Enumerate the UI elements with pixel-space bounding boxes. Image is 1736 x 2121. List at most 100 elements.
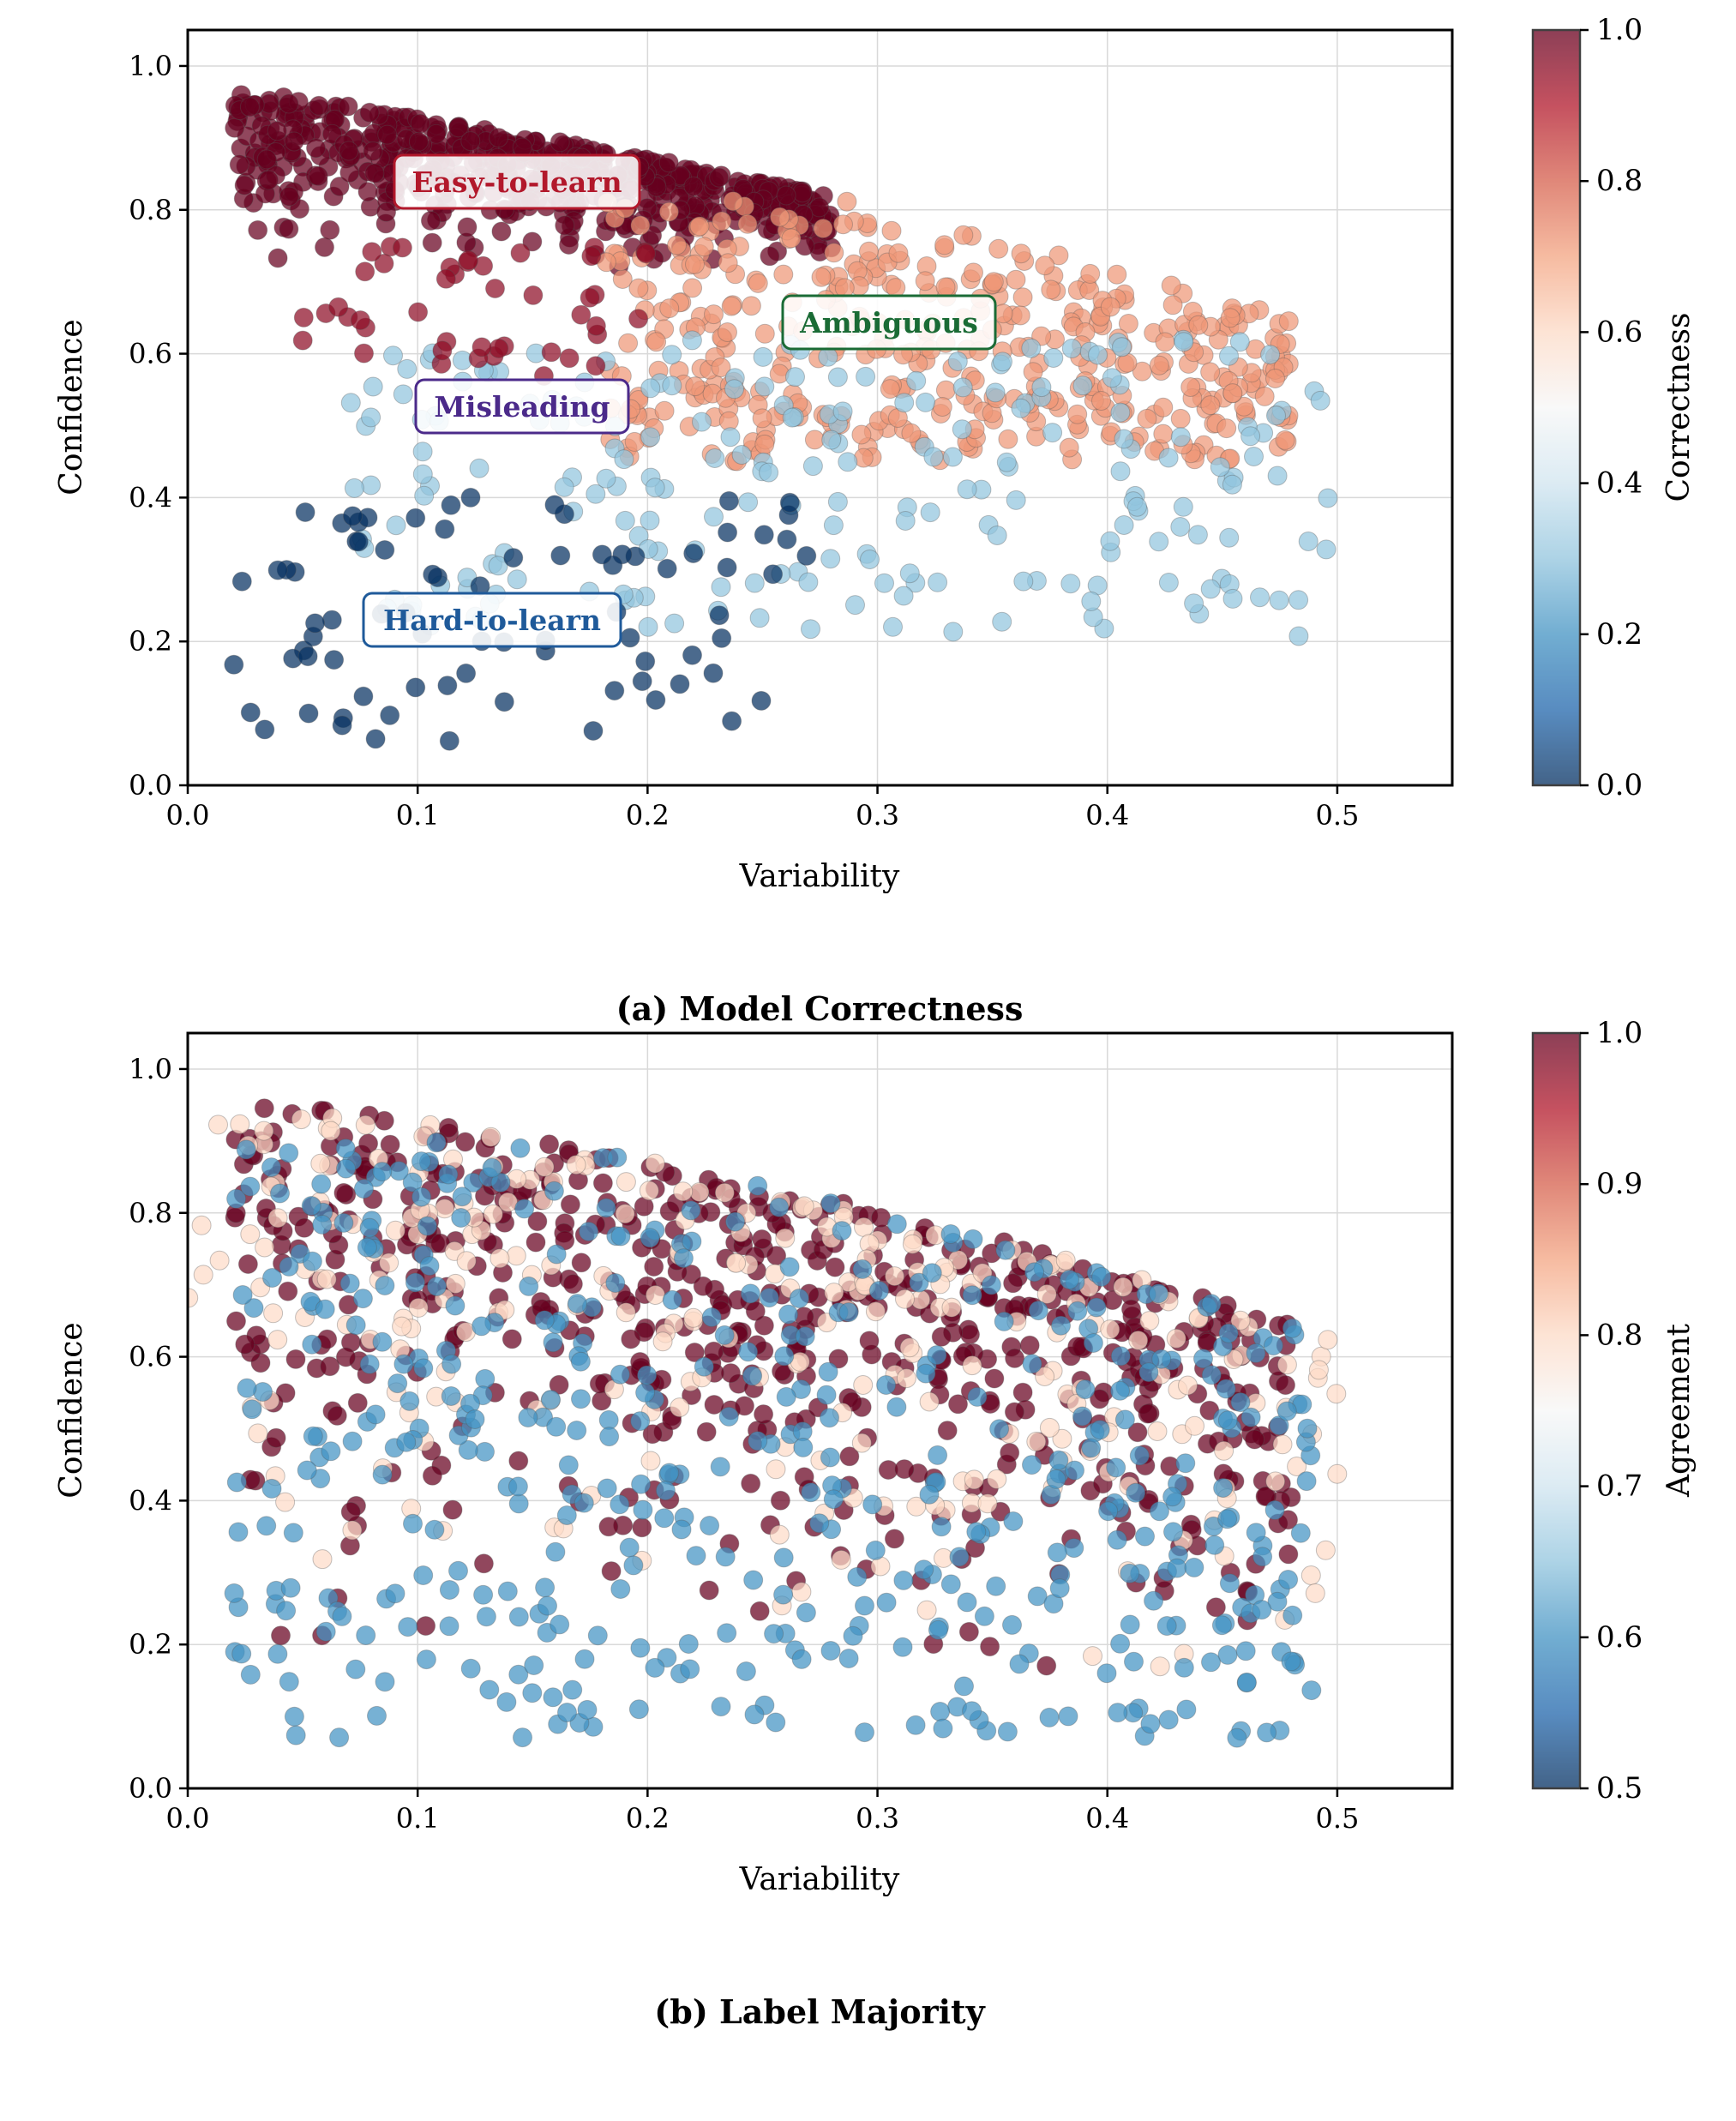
data-point [1107,1529,1127,1550]
data-point [646,1285,665,1305]
data-point [554,477,574,497]
data-point [559,235,579,255]
data-point [824,243,844,263]
data-point [615,1204,635,1224]
data-point [232,1285,253,1305]
data-point [1220,308,1240,328]
data-point [813,219,833,238]
data-point [426,1133,447,1153]
data-point [662,1289,682,1310]
data-point [254,1121,274,1141]
data-point [1091,1266,1112,1287]
data-point [792,183,813,203]
data-point [441,495,461,515]
data-point [226,1188,247,1209]
data-point [1149,532,1169,552]
data-point [928,1445,948,1465]
data-point [737,213,758,234]
data-point [1219,1573,1240,1594]
data-point [930,1702,951,1721]
data-point [1288,626,1309,646]
data-point [896,1368,916,1389]
data-point [1153,424,1174,444]
data-point [894,1459,915,1480]
data-point [1067,1337,1088,1357]
data-point [919,1391,940,1412]
data-point [735,1396,754,1416]
data-point [1107,264,1127,285]
data-point [685,254,705,274]
data-point [328,297,349,317]
data-point [419,1256,440,1277]
data-point [1098,1501,1119,1522]
data-point [402,1172,423,1193]
data-point [1080,263,1101,284]
data-point [358,1133,379,1154]
data-point [345,1315,366,1336]
data-point [962,1285,982,1306]
data-point [308,165,328,186]
data-point [1193,1349,1213,1369]
data-point [804,430,825,450]
data-point [598,1409,619,1430]
data-point [1081,591,1102,611]
data-point [966,1522,987,1542]
data-point [723,191,743,212]
data-point [646,332,667,352]
data-point [302,1334,322,1355]
data-point [1234,396,1254,417]
data-point [721,296,742,316]
data-point [615,510,635,531]
data-point [1217,1644,1238,1665]
data-point [473,1584,494,1605]
data-point [1244,447,1264,466]
data-point [494,692,514,712]
data-point [1230,1310,1251,1331]
data-point [1120,1563,1140,1583]
data-point [1128,1331,1149,1350]
data-point [1135,1526,1155,1547]
data-point [574,1493,594,1513]
data-point [571,1253,592,1273]
svg-text:Ambiguous: Ambiguous [799,306,978,339]
data-point [779,1257,800,1277]
data-point [640,510,660,531]
data-point [258,170,279,190]
data-point [631,1474,652,1494]
data-point [1028,1301,1048,1321]
data-point [1155,332,1175,352]
x-tick-label: 0.2 [626,1802,670,1835]
data-point [700,1516,720,1535]
data-point [385,1583,405,1604]
annotation-hard-to-learn: Hard-to-learn [362,592,622,648]
y-tick-label: 0.6 [129,1341,172,1373]
data-point [958,1621,979,1642]
data-point [718,522,738,543]
data-point [635,1382,656,1403]
data-point [645,1153,665,1174]
data-point [881,220,902,241]
data-point [820,1193,841,1214]
data-point [824,1283,844,1303]
data-point [380,1134,400,1155]
data-point [740,1283,760,1304]
panel-a-frame [186,28,1454,787]
data-point [794,1196,814,1217]
data-point [1083,1333,1103,1353]
data-point [743,1570,764,1590]
data-point [279,93,299,114]
data-point [1127,496,1147,517]
data-point [655,1481,676,1501]
data-point [748,273,768,293]
data-point [422,1465,442,1486]
data-point [983,272,1004,292]
data-point [754,525,774,545]
data-point [451,1208,472,1228]
data-point [718,253,738,273]
x-tick-label: 0.1 [396,1802,440,1835]
data-point [705,448,725,468]
data-point [658,153,679,173]
data-point [1022,1455,1042,1475]
data-point [923,447,944,467]
data-point [791,1582,812,1602]
